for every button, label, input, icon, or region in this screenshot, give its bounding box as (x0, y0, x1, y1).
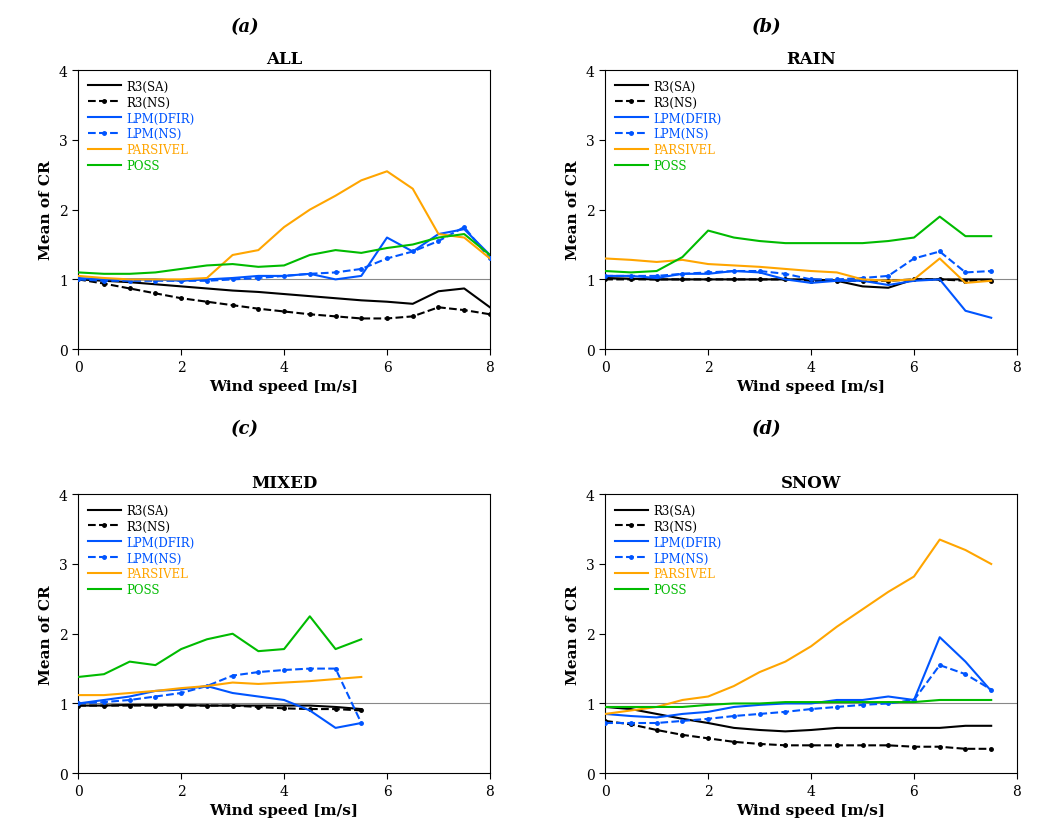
Y-axis label: Mean of CR: Mean of CR (566, 161, 580, 260)
Legend: R3(SA), R3(NS), LPM(DFIR), LPM(NS), PARSIVEL, POSS: R3(SA), R3(NS), LPM(DFIR), LPM(NS), PARS… (611, 77, 726, 176)
Y-axis label: Mean of CR: Mean of CR (566, 584, 580, 684)
Y-axis label: Mean of CR: Mean of CR (40, 161, 53, 260)
Y-axis label: Mean of CR: Mean of CR (40, 584, 53, 684)
Legend: R3(SA), R3(NS), LPM(DFIR), LPM(NS), PARSIVEL, POSS: R3(SA), R3(NS), LPM(DFIR), LPM(NS), PARS… (84, 77, 198, 176)
Legend: R3(SA), R3(NS), LPM(DFIR), LPM(NS), PARSIVEL, POSS: R3(SA), R3(NS), LPM(DFIR), LPM(NS), PARS… (611, 501, 726, 600)
Title: SNOW: SNOW (781, 475, 842, 492)
X-axis label: Wind speed [m/s]: Wind speed [m/s] (210, 380, 359, 394)
Text: (b): (b) (752, 18, 781, 36)
Text: (d): (d) (752, 420, 781, 438)
Title: RAIN: RAIN (786, 51, 835, 68)
X-axis label: Wind speed [m/s]: Wind speed [m/s] (736, 380, 886, 394)
Text: (a): (a) (231, 18, 260, 36)
Legend: R3(SA), R3(NS), LPM(DFIR), LPM(NS), PARSIVEL, POSS: R3(SA), R3(NS), LPM(DFIR), LPM(NS), PARS… (84, 501, 198, 600)
X-axis label: Wind speed [m/s]: Wind speed [m/s] (736, 803, 886, 818)
Text: (c): (c) (232, 420, 259, 438)
X-axis label: Wind speed [m/s]: Wind speed [m/s] (210, 803, 359, 818)
Title: MIXED: MIXED (251, 475, 317, 492)
Title: ALL: ALL (266, 51, 302, 68)
